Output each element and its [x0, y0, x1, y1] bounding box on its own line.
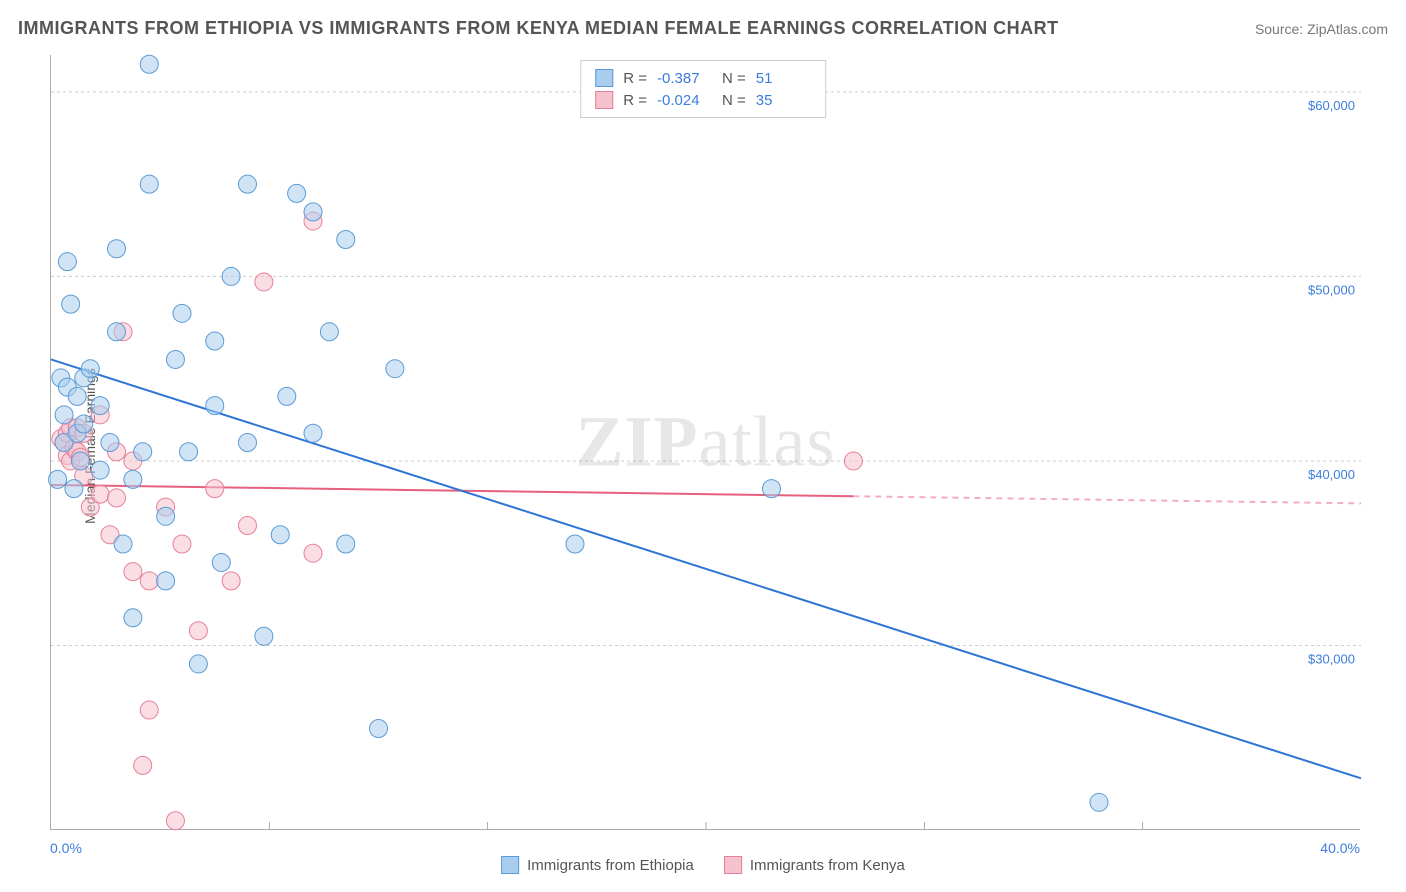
- stats-row-kenya: R = -0.024 N = 35: [595, 89, 811, 111]
- svg-text:$30,000: $30,000: [1308, 651, 1355, 666]
- stats-box: R = -0.387 N = 51 R = -0.024 N = 35: [580, 60, 826, 118]
- stat-r-ethiopia: -0.387: [657, 70, 712, 87]
- x-min-label: 0.0%: [50, 840, 82, 856]
- stat-r-label: R =: [623, 92, 647, 109]
- stat-r-label: R =: [623, 70, 647, 87]
- svg-text:$50,000: $50,000: [1308, 282, 1355, 297]
- legend-swatch-ethiopia: [501, 856, 519, 874]
- stat-n-kenya: 35: [756, 92, 811, 109]
- legend: Immigrants from Ethiopia Immigrants from…: [501, 856, 905, 874]
- legend-label-ethiopia: Immigrants from Ethiopia: [527, 857, 694, 874]
- svg-text:$60,000: $60,000: [1308, 98, 1355, 113]
- chart-svg: $30,000 $40,000 $50,000 $60,000: [51, 55, 1360, 829]
- stats-row-ethiopia: R = -0.387 N = 51: [595, 67, 811, 89]
- legend-label-kenya: Immigrants from Kenya: [750, 857, 905, 874]
- chart-title: IMMIGRANTS FROM ETHIOPIA VS IMMIGRANTS F…: [18, 18, 1059, 39]
- stat-r-kenya: -0.024: [657, 92, 712, 109]
- legend-swatch-kenya: [724, 856, 742, 874]
- swatch-ethiopia: [595, 69, 613, 87]
- x-axis-labels: 0.0% 40.0%: [50, 840, 1360, 856]
- svg-text:$40,000: $40,000: [1308, 467, 1355, 482]
- stat-n-ethiopia: 51: [756, 70, 811, 87]
- legend-item-kenya: Immigrants from Kenya: [724, 856, 905, 874]
- source-label: Source: ZipAtlas.com: [1255, 21, 1388, 37]
- swatch-kenya: [595, 91, 613, 109]
- stat-n-label: N =: [722, 92, 746, 109]
- x-max-label: 40.0%: [1320, 840, 1360, 856]
- legend-item-ethiopia: Immigrants from Ethiopia: [501, 856, 694, 874]
- stat-n-label: N =: [722, 70, 746, 87]
- plot-area: $30,000$40,000$50,000$60,000 ZIPatlas: [50, 55, 1360, 830]
